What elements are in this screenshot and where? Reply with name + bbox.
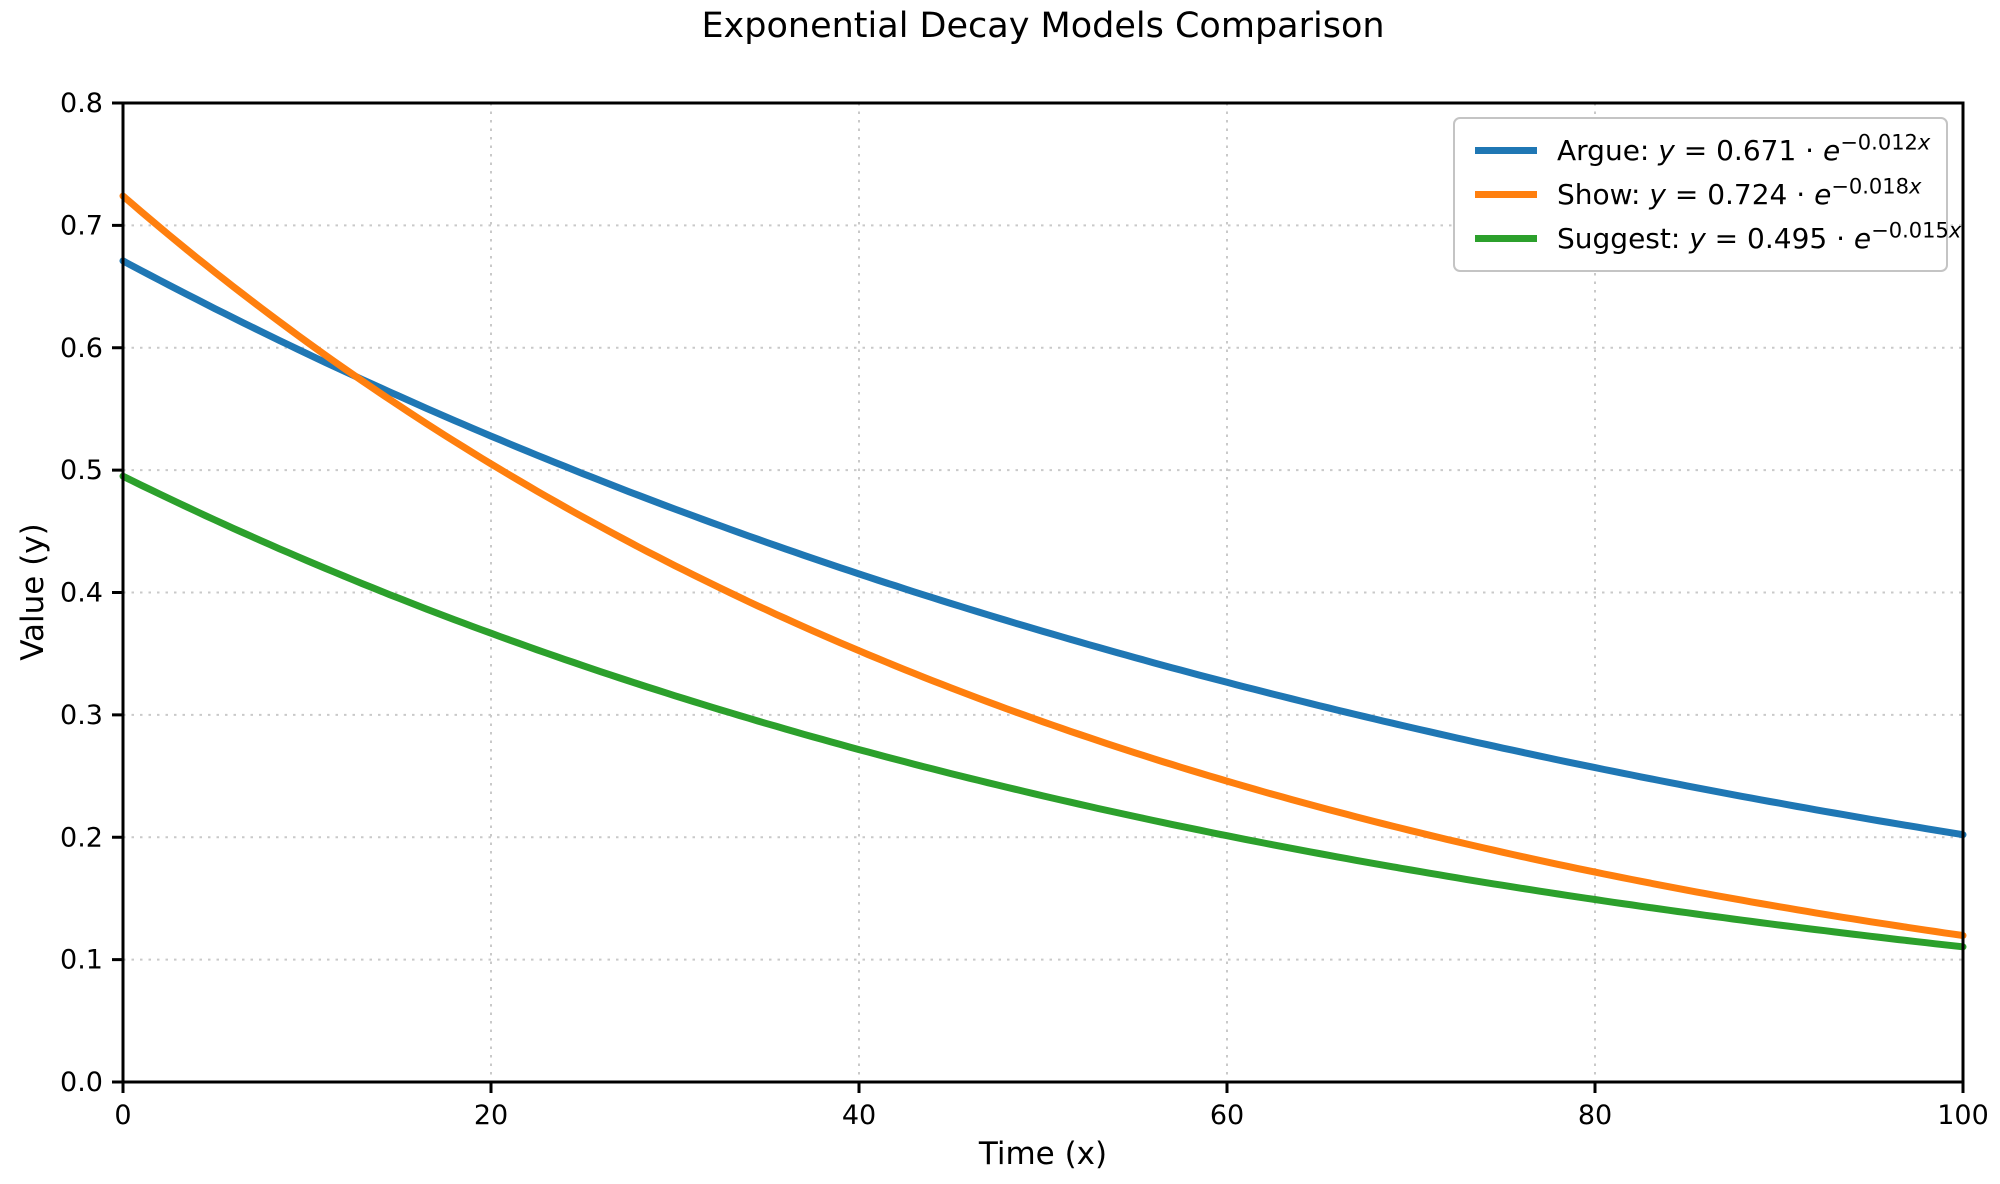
x-tick-label: 20 — [474, 1100, 508, 1131]
y-tick-label: 0.8 — [60, 88, 103, 119]
legend-swatch-argue — [1475, 147, 1537, 154]
chart-title: Exponential Decay Models Comparison — [701, 6, 1385, 46]
y-tick-label: 0.6 — [60, 333, 103, 364]
legend-item-suggest: Suggest: y = 0.495 · e−0.015x — [1475, 220, 1961, 255]
legend-item-argue: Argue: y = 0.671 · e−0.012x — [1475, 130, 1938, 167]
legend-label-show: Show: y = 0.724 · e−0.018x — [1557, 174, 1922, 211]
legend-label-argue: Argue: y = 0.671 · e−0.012x — [1557, 130, 1931, 167]
y-tick-label: 0.0 — [60, 1067, 103, 1098]
curve-argue — [119, 257, 1967, 839]
y-tick-label: 0.3 — [60, 700, 103, 731]
legend-label-suggest: Suggest: y = 0.495 · e−0.015x — [1557, 218, 1962, 255]
y-tick-label: 0.1 — [60, 945, 103, 976]
y-tick-label: 0.2 — [60, 822, 103, 853]
legend-item-show: Show: y = 0.724 · e−0.018x — [1475, 174, 1938, 211]
legend-swatch-suggest — [1475, 235, 1537, 242]
legend-swatch-show — [1475, 191, 1537, 198]
x-tick-label: 100 — [1937, 1100, 1989, 1131]
x-tick-label: 0 — [114, 1100, 131, 1131]
x-tick-label: 80 — [1578, 1100, 1612, 1131]
y-tick-label: 0.7 — [60, 210, 103, 241]
x-tick-label: 60 — [1210, 1100, 1244, 1131]
y-tick-label: 0.4 — [60, 578, 103, 609]
y-axis-label: Value (y) — [15, 523, 51, 661]
curve-suggest — [119, 472, 1967, 951]
x-tick-label: 40 — [842, 1100, 876, 1131]
y-tick-label: 0.5 — [60, 455, 103, 486]
legend: Argue: y = 0.671 · e−0.012x Show: y = 0.… — [1453, 117, 1961, 272]
x-axis-label: Time (x) — [978, 1136, 1108, 1172]
curve-show — [119, 192, 1967, 939]
